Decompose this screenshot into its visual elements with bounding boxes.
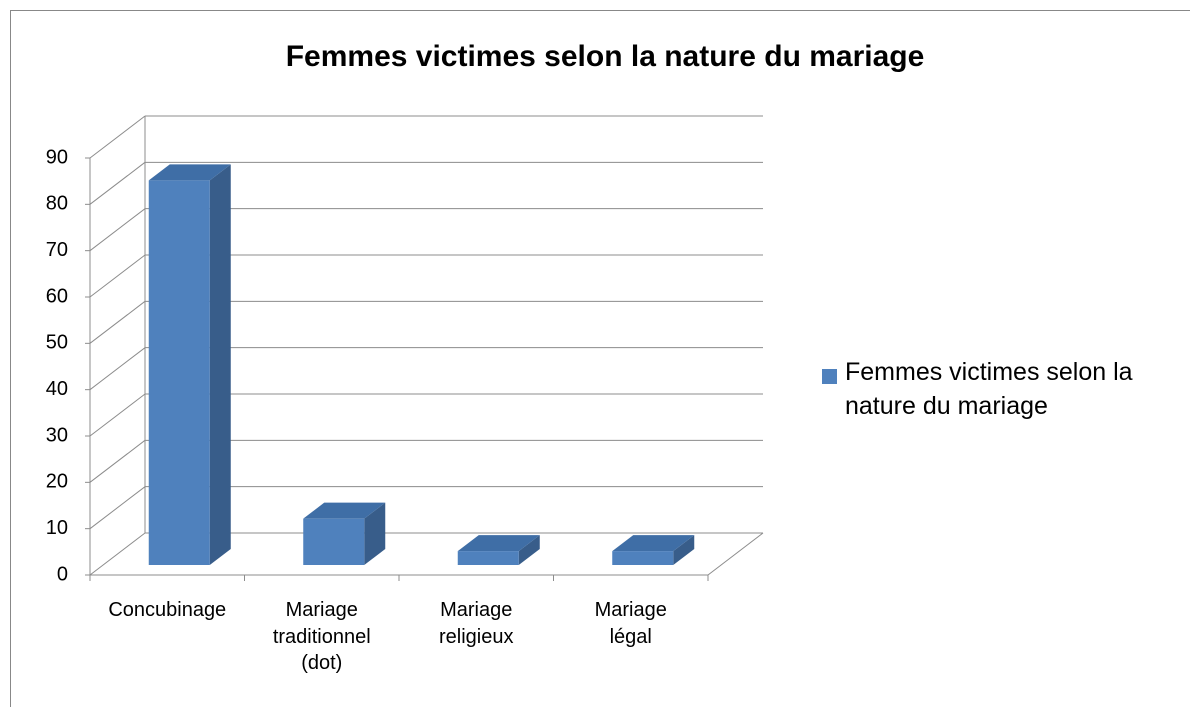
y-tick-label: 10 [46, 517, 68, 539]
grid-line [89, 115, 146, 159]
y-tick-label: 20 [46, 471, 68, 493]
bar [612, 551, 674, 565]
bar-side [364, 502, 386, 565]
floor-edge [707, 532, 764, 576]
grid-line [89, 161, 146, 205]
bar [148, 180, 210, 565]
bar-top [303, 502, 386, 519]
bar-top [457, 535, 540, 552]
y-tick-label: 60 [46, 285, 68, 307]
bar [303, 518, 365, 565]
legend-label: Femmes victimes selon la nature du maria… [845, 358, 1133, 420]
grid-line [89, 439, 146, 483]
y-tick-label: 40 [46, 378, 68, 400]
y-tick-label: 90 [46, 146, 68, 168]
bar-side [673, 535, 695, 565]
bar [457, 551, 519, 565]
x-tick-label: Mariage légal [594, 599, 667, 648]
grid-line [89, 486, 146, 530]
y-tick-label: 50 [46, 332, 68, 354]
x-tick-label: Concubinage [108, 599, 227, 621]
x-tick-label: Mariage traditionnel (dot) [272, 599, 371, 675]
bar-top [148, 164, 231, 181]
grid-line [89, 300, 146, 344]
grid-line [89, 347, 146, 391]
y-tick-label: 80 [46, 193, 68, 215]
grid-line [89, 208, 146, 252]
grid-line [89, 254, 146, 298]
y-tick-label: 0 [57, 563, 68, 585]
y-tick-label: 70 [46, 239, 68, 261]
grid-line [89, 532, 146, 576]
bar-top [612, 535, 695, 552]
chart-title: Femmes victimes selon la nature du maria… [286, 40, 925, 73]
grid-line [89, 393, 146, 437]
legend-swatch [822, 369, 837, 384]
bar-side [209, 164, 231, 565]
x-tick-label: Mariage religieux [439, 599, 514, 648]
chart-border [10, 10, 1190, 707]
bar-side [518, 535, 540, 565]
y-tick-label: 30 [46, 424, 68, 446]
